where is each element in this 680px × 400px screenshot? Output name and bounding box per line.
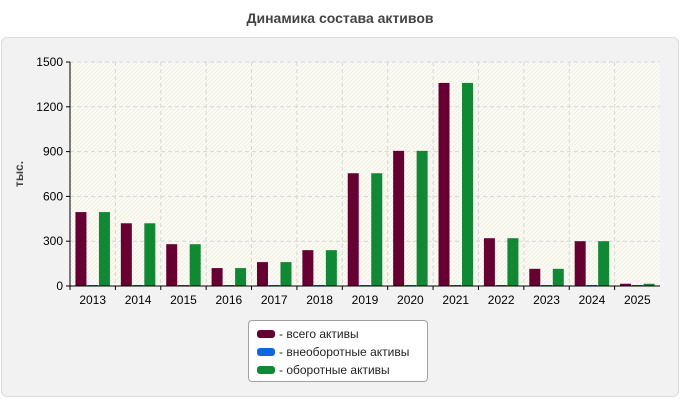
y-tick-label: 1500 [36,55,63,69]
x-tick-label: 2016 [215,293,242,307]
bar-current-2024 [598,241,610,286]
bars [75,82,655,286]
y-tick-label: 600 [43,189,63,203]
bar-current-2025 [643,283,655,286]
legend-label-current: - оборотные активы [279,363,390,377]
bar-total-2021 [438,82,450,286]
plot-area [70,62,660,286]
legend-item-noncurrent: - внеоборотные активы [257,343,427,361]
bar-current-2014 [144,223,156,286]
grid [70,61,660,286]
x-tick-label: 2024 [579,293,606,307]
legend-item-total: - всего активы [257,325,427,343]
legend-item-current: - оборотные активы [257,361,427,379]
legend-swatch-current [257,366,275,374]
legend-label-noncurrent: - внеоборотные активы [279,345,410,359]
bar-total-2018 [302,250,314,286]
axis-labels: 0 300 600 900 1200 1500 2013 2014 2015 2016 2017 20… [36,55,651,307]
x-tick-label: 2020 [397,293,424,307]
y-tick-label: 1200 [36,100,63,114]
legend-swatch-total [257,330,275,338]
bar-current-2015 [189,244,201,286]
x-tick-label: 2013 [79,293,106,307]
bar-current-2021 [462,82,474,286]
x-tick-label: 2019 [352,293,379,307]
x-tick-label: 2015 [170,293,197,307]
y-tick-label: 300 [43,234,63,248]
y-axis-label: тыс. [12,161,26,187]
x-tick-label: 2023 [533,293,560,307]
x-tick-label: 2018 [306,293,333,307]
bar-current-2022 [507,238,519,286]
legend: - всего активы - внеоборотные активы - о… [248,320,428,382]
bar-current-2019 [371,173,383,286]
bar-total-2020 [393,150,405,286]
bar-current-2020 [416,150,428,286]
bar-total-2015 [166,244,178,286]
chart-title: Динамика состава активов [246,10,434,26]
x-tick-label: 2025 [624,293,651,307]
legend-label-total: - всего активы [279,327,359,341]
bar-total-2016 [211,268,223,286]
bar-total-2013 [75,212,87,286]
legend-swatch-noncurrent [257,348,275,356]
x-tick-label: 2022 [488,293,515,307]
bar-current-2023 [552,268,564,286]
y-tick-label: 0 [56,279,63,293]
axes [66,61,660,290]
bar-total-2014 [120,223,132,286]
bar-current-2016 [235,268,247,286]
bar-total-2025 [620,283,632,286]
x-tick-label: 2014 [125,293,152,307]
bar-total-2023 [529,268,541,286]
bar-total-2024 [574,241,586,286]
bar-current-2017 [280,262,292,286]
bar-total-2017 [256,262,268,286]
x-tick-label: 2017 [261,293,288,307]
bar-total-2022 [483,238,495,286]
bar-total-2019 [347,173,359,286]
y-tick-label: 900 [43,145,63,159]
x-tick-label: 2021 [442,293,469,307]
bar-current-2013 [98,212,110,286]
bar-current-2018 [325,250,337,286]
